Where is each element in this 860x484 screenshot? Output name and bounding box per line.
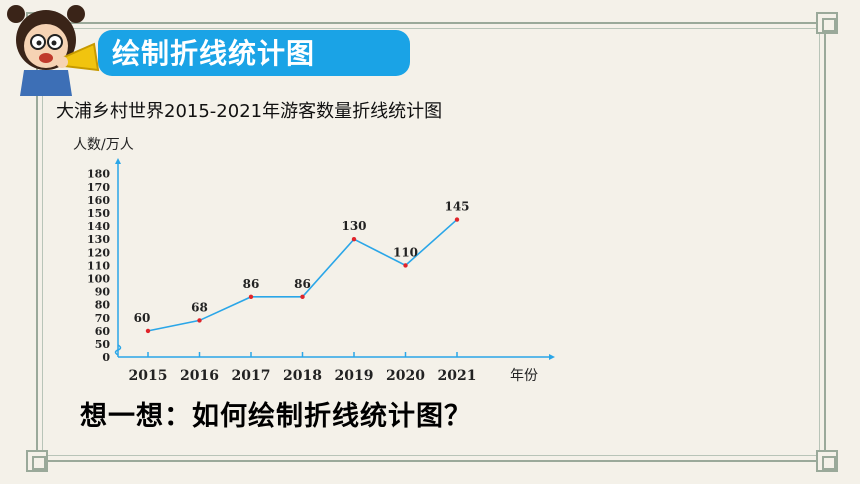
data-point [300,294,305,300]
y-tick-label: 140 [87,220,110,233]
y-tick-label: 110 [87,259,110,272]
y-axis-arrow [115,158,121,164]
y-tick-label: 170 [87,181,110,194]
x-tick-label: 2020 [386,368,425,384]
y-tick-label: 70 [95,312,111,325]
question-text: 想一想：如何绘制折线统计图？ [80,401,472,432]
x-tick-label: 2016 [180,368,219,384]
data-label: 86 [243,277,260,291]
y-tick-label: 150 [87,207,110,220]
x-tick-label: 2017 [232,368,271,384]
x-axis-arrow [549,354,555,360]
data-label: 60 [134,311,151,325]
data-label: 110 [393,245,418,259]
y-tick-label: 80 [95,299,111,312]
y-tick-label: 120 [87,246,110,259]
axis-break-mark [114,344,122,356]
x-tick-label: 2019 [335,368,374,384]
chart-title: 大浦乡村世界2015-2021年游客数量折线统计图 [56,101,443,122]
teacher-megaphone-icon [7,5,100,96]
y-axis-label: 人数/万人 [73,137,134,153]
y-tick-label: 130 [87,233,110,246]
data-point [403,263,408,268]
data-label: 145 [444,200,469,214]
frame-corner-ornament [26,450,48,472]
frame-corner-ornament [816,12,838,34]
data-point [145,328,151,334]
data-point [351,237,357,242]
y-tick-label: 50 [95,338,111,351]
x-axis-label: 年份 [510,368,538,384]
y-tick-label: 90 [95,286,111,299]
data-point [454,217,460,222]
y-tick-label: 100 [87,273,110,286]
y-tick-label: 160 [87,194,110,207]
decorative-frame [36,22,826,462]
data-label: 130 [341,219,366,233]
x-tick-label: 2015 [129,368,168,384]
x-tick-label: 2021 [438,368,477,384]
banner-title: 绘制折线统计图 [112,37,316,70]
data-label: 68 [191,300,208,314]
y-tick-label: 0 [102,351,110,364]
data-point [248,294,254,300]
y-tick-label: 180 [87,168,110,181]
data-label: 86 [294,277,311,291]
x-tick-label: 2018 [283,368,322,384]
frame-corner-ornament [816,450,838,472]
data-point [197,318,202,323]
y-tick-label: 60 [95,325,111,338]
title-banner [98,30,410,76]
